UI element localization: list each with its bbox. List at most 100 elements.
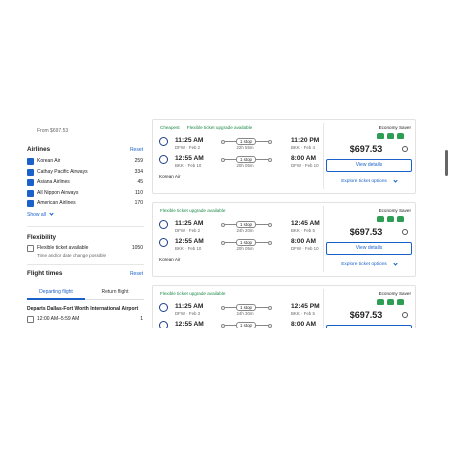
tag: Flexible ticket upgrade available [160, 208, 226, 213]
depart-info: DFW · Feb 3 [175, 311, 201, 316]
checkbox[interactable] [27, 189, 34, 197]
airline-name: All Nippon Airways [37, 189, 79, 196]
duration: 22h 55m [236, 145, 254, 150]
route-dot [268, 240, 272, 245]
result-card [152, 285, 416, 328]
depart-time: 12:55 AM [175, 237, 204, 245]
stop-pill: 1 stop [236, 155, 256, 163]
seat-icon [387, 133, 394, 139]
duration: 20h 05m [236, 245, 254, 251]
explore-link[interactable]: Explore ticket options [341, 262, 387, 267]
airline-name: American Airlines [37, 200, 76, 207]
tab-divider [27, 299, 144, 300]
airline-name: Korean Air [37, 158, 61, 164]
airline-logo [159, 237, 168, 247]
duration: 20h 05m [236, 328, 254, 334]
arrive-time: 8:00 AM [291, 320, 317, 328]
depart-time: 11:25 AM [175, 303, 204, 310]
divider [27, 226, 144, 227]
chevron [49, 211, 54, 216]
airline-logo [159, 303, 168, 312]
depart-info: BKK · Feb 10 [175, 328, 202, 334]
explore-link[interactable]: Explore ticket options [341, 345, 387, 350]
arrive-info: DFW · Feb 10 [291, 245, 319, 251]
arrive-info: DFW · Feb 10 [291, 328, 319, 334]
duration: 24h 30m [236, 311, 254, 316]
count: 110 [135, 189, 143, 196]
explore-link[interactable]: Explore ticket options [341, 179, 387, 184]
scrollbar[interactable] [445, 150, 448, 176]
route-dot [221, 223, 225, 227]
seat-icon [377, 299, 384, 305]
depart-info: DFW · Feb 2 [175, 228, 201, 233]
airline-label: Korean Air [159, 257, 181, 262]
airline-label: Korean Air [159, 340, 181, 345]
checkbox[interactable] [27, 179, 34, 187]
seat-icon [397, 133, 404, 139]
checkbox[interactable] [27, 158, 34, 165]
seat-icon [397, 216, 404, 222]
tab-underline [27, 298, 85, 300]
checkbox[interactable] [27, 245, 34, 252]
stop-pill: 1 stop [236, 304, 256, 312]
depart-info: BKK · Feb 10 [175, 245, 202, 251]
details-button[interactable]: View details [326, 159, 412, 172]
seat-icon [387, 299, 394, 305]
card-separator [323, 289, 324, 328]
count: 45 [137, 179, 143, 186]
checkbox[interactable] [27, 168, 34, 176]
stop-pill: 1 stop [236, 321, 256, 328]
route-dot [221, 157, 225, 162]
airport-label: Departs Dallas-Fort Worth International … [27, 306, 139, 312]
depart-time: 12:55 AM [175, 320, 204, 328]
checkbox[interactable] [27, 316, 34, 323]
arrive-info: BKK · Feb 5 [291, 311, 315, 316]
tag: Cheapest [160, 125, 180, 130]
route-dot [268, 306, 272, 310]
count: 1050 [131, 245, 143, 251]
airline-logo [159, 220, 168, 229]
arrive-info: BKK · Feb 4 [291, 145, 315, 150]
card-separator [323, 123, 324, 189]
details-button[interactable]: View details [326, 242, 412, 255]
route-dot [268, 223, 272, 227]
depart-time: 12:55 AM [175, 154, 204, 162]
arrive-time: 8:00 AM [291, 154, 317, 162]
show-all-link[interactable]: Show all [27, 212, 46, 218]
option-note: Time and/or date change possible [37, 253, 107, 258]
route-dot [268, 157, 272, 162]
arrive-info: DFW · Feb 10 [291, 162, 319, 168]
checkbox[interactable] [27, 200, 34, 208]
tab[interactable]: Departing flight [39, 289, 73, 295]
count: 1 [140, 316, 143, 322]
section-title: Airlines [27, 146, 51, 153]
seat-icon [397, 299, 404, 305]
reset-link[interactable]: Reset [129, 147, 143, 153]
seat-icon [387, 216, 394, 222]
seat-icon [377, 133, 384, 139]
stop-pill: 1 stop [236, 221, 256, 229]
airline-logo [159, 154, 168, 164]
reset-link[interactable]: Reset [129, 271, 143, 277]
count: 259 [134, 158, 143, 164]
airline-logo [159, 137, 168, 146]
card-separator [323, 206, 324, 272]
airline-logo [159, 320, 168, 328]
info-icon [402, 146, 408, 152]
chevron [393, 344, 397, 348]
option-name: Flexible ticket available [37, 245, 89, 251]
tab[interactable]: Return flight [101, 289, 129, 295]
arrive-info: BKK · Feb 5 [291, 228, 315, 233]
depart-time: 11:25 AM [175, 220, 204, 227]
count: 334 [134, 168, 143, 175]
section-title: Flight times [27, 270, 63, 277]
divider [27, 264, 144, 265]
fare-name: Economy Saver [378, 125, 411, 130]
airline-name: Cathay Pacific Airways [37, 168, 88, 175]
details-button[interactable]: View details [326, 325, 412, 328]
price: $697.53 [349, 227, 383, 237]
section-title: Flexibility [27, 234, 57, 241]
route-dot [268, 140, 272, 144]
arrive-time: 12:45 PM [291, 303, 320, 310]
